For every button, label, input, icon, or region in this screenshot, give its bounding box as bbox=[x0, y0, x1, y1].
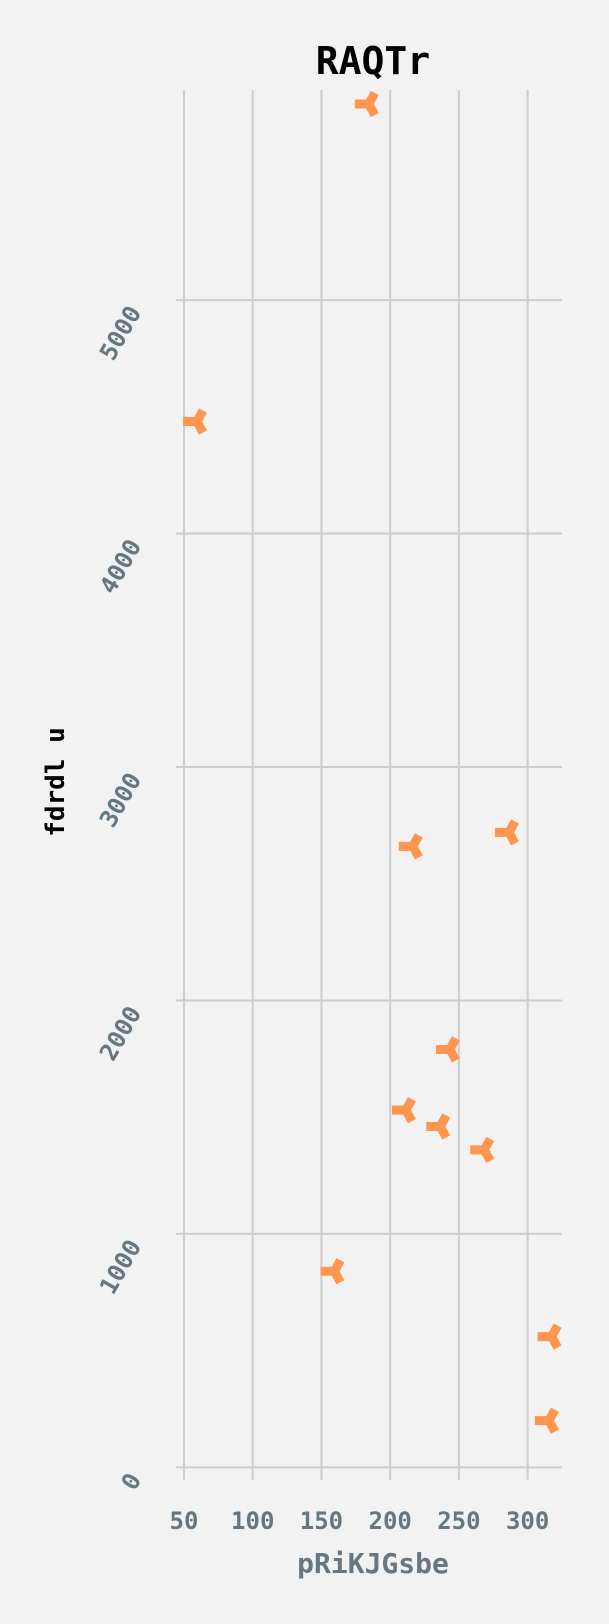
data-point bbox=[435, 1036, 460, 1063]
data-points bbox=[182, 90, 562, 1434]
x-tick-label: 300 bbox=[506, 1507, 549, 1535]
x-tick-label: 100 bbox=[231, 1507, 274, 1535]
y-tick-label: 4000 bbox=[94, 535, 147, 599]
x-axis-label: pRiKJGsbe bbox=[297, 1547, 449, 1580]
y-tick-label: 5000 bbox=[94, 301, 147, 365]
x-tick-label: 250 bbox=[437, 1507, 480, 1535]
data-point bbox=[534, 1407, 559, 1434]
y-tick-label: 2000 bbox=[94, 1001, 147, 1065]
x-tick-label: 150 bbox=[300, 1507, 343, 1535]
data-point bbox=[354, 90, 379, 118]
data-point bbox=[391, 1097, 416, 1124]
data-point bbox=[537, 1323, 562, 1350]
data-point bbox=[495, 819, 519, 846]
chart-title: RAQTr bbox=[316, 39, 430, 83]
x-tick-label: 200 bbox=[369, 1507, 412, 1535]
data-point bbox=[320, 1258, 345, 1285]
y-axis-label: fdrdl u bbox=[41, 727, 71, 837]
data-point bbox=[426, 1113, 451, 1140]
y-tick-label: 3000 bbox=[94, 768, 147, 832]
data-point bbox=[398, 833, 423, 860]
data-point bbox=[470, 1136, 495, 1163]
y-tick-label: 1000 bbox=[94, 1235, 147, 1299]
y-tick-label: 0 bbox=[116, 1468, 147, 1495]
grid bbox=[183, 90, 562, 1472]
x-tick-label: 50 bbox=[170, 1507, 199, 1535]
data-point bbox=[182, 408, 207, 435]
